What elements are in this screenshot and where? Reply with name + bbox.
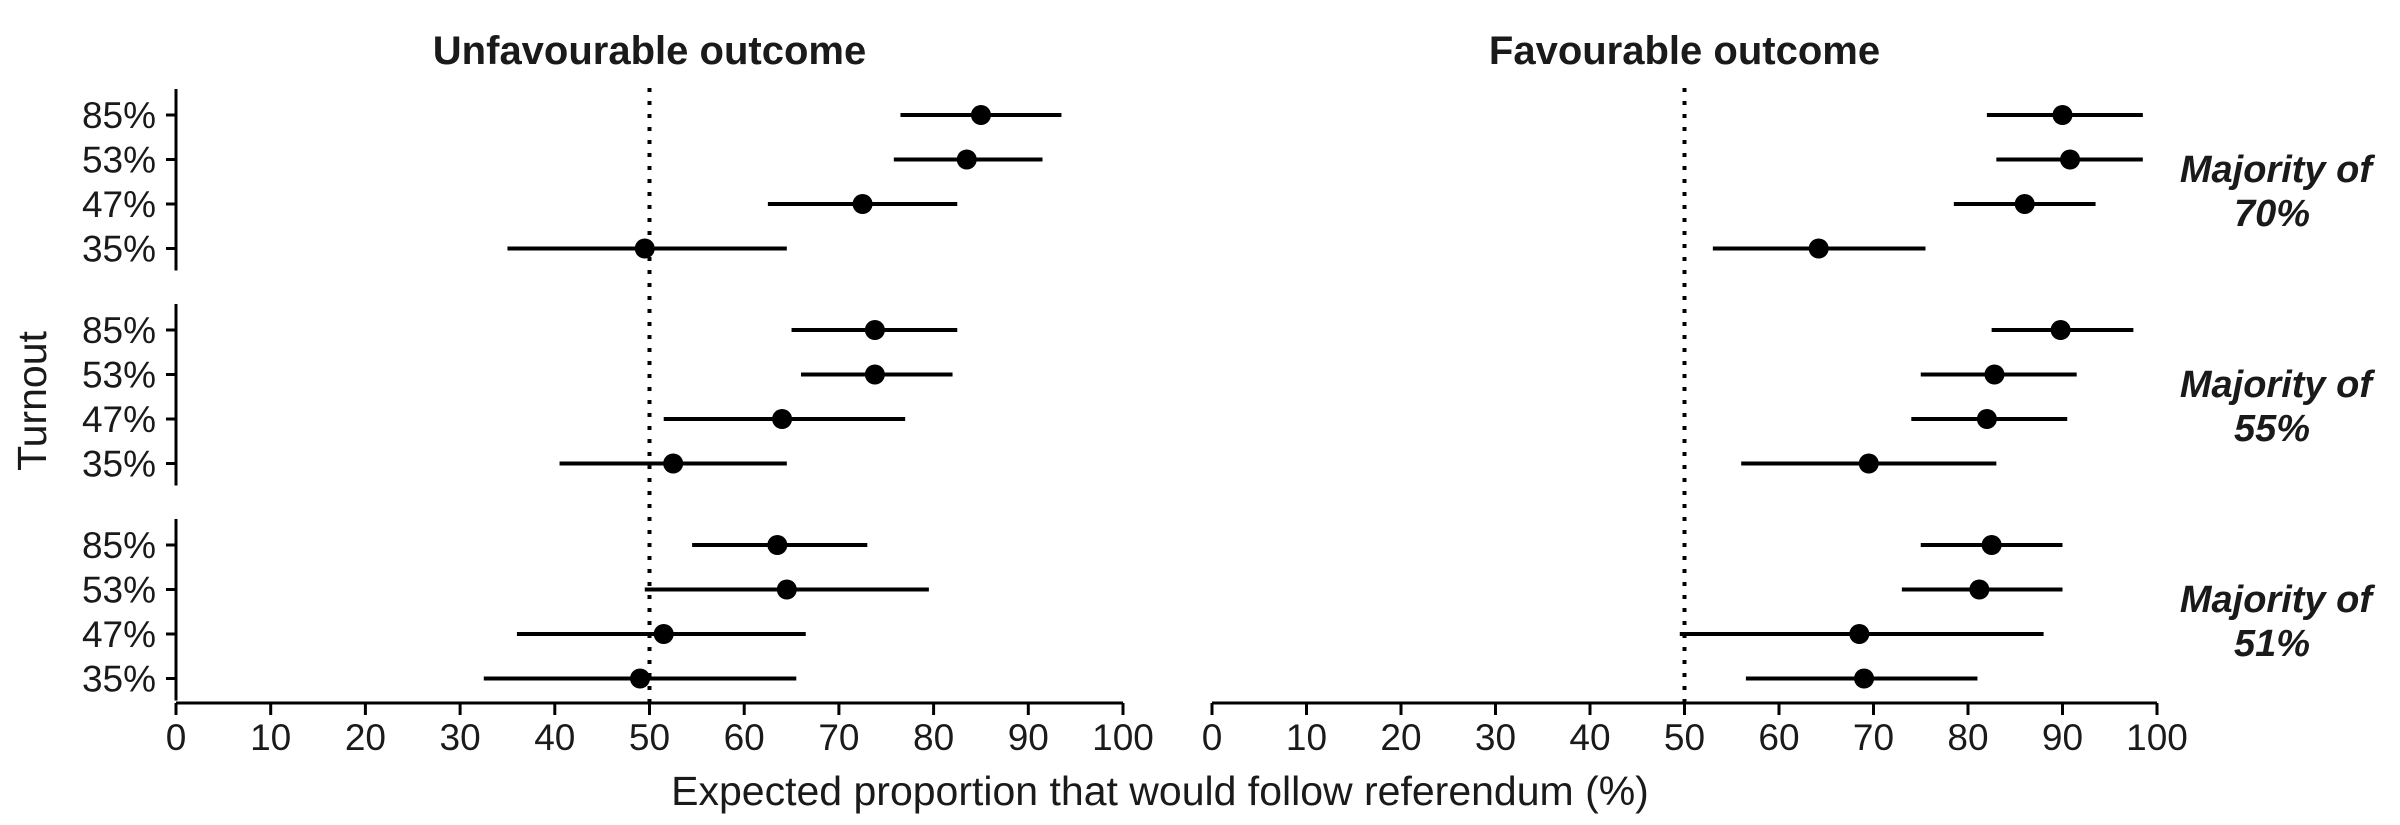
x-tick-label: 20 bbox=[345, 717, 386, 758]
point-estimate bbox=[772, 409, 793, 429]
y-axis-title: Turnout bbox=[9, 331, 55, 471]
x-tick-label: 30 bbox=[1475, 717, 1516, 758]
x-tick-label: 80 bbox=[1947, 717, 1988, 758]
point-estimate bbox=[852, 194, 873, 214]
x-tick-label: 10 bbox=[250, 717, 291, 758]
point-estimate bbox=[864, 320, 885, 340]
point-estimate bbox=[653, 624, 674, 644]
point-estimate bbox=[1981, 535, 2002, 555]
point-estimate bbox=[767, 535, 788, 555]
y-tick-label: 53% bbox=[82, 570, 156, 611]
point-estimate bbox=[956, 149, 977, 170]
row-label-line2-1: 55% bbox=[2234, 408, 2310, 450]
y-tick-label: 35% bbox=[82, 229, 156, 270]
y-tick-label: 47% bbox=[82, 614, 156, 655]
x-tick-label: 90 bbox=[1008, 717, 1049, 758]
facet-title-0: Unfavourable outcome bbox=[433, 29, 866, 73]
row-label-line1-1: Majority of bbox=[2180, 364, 2375, 406]
x-tick-label: 60 bbox=[1758, 717, 1799, 758]
x-tick-label: 50 bbox=[629, 717, 670, 758]
reference-lines bbox=[647, 88, 1687, 702]
x-tick-label: 50 bbox=[1664, 717, 1705, 758]
point-estimate bbox=[634, 238, 655, 259]
point-estimate bbox=[970, 105, 991, 125]
point-estimate bbox=[2014, 194, 2035, 214]
row-label-line1-0: Majority of bbox=[2180, 149, 2375, 191]
y-tick-label: 35% bbox=[82, 444, 156, 485]
facet-title-1: Favourable outcome bbox=[1489, 29, 1880, 73]
point-estimate bbox=[1858, 453, 1879, 474]
x-tick-label: 20 bbox=[1380, 717, 1421, 758]
y-tick-label: 53% bbox=[82, 140, 156, 181]
row-label-line2-0: 70% bbox=[2234, 193, 2310, 235]
data-marks bbox=[483, 105, 2143, 689]
point-estimate bbox=[1808, 238, 1829, 259]
point-estimate bbox=[776, 579, 797, 600]
point-estimate bbox=[1976, 409, 1997, 429]
point-estimate bbox=[1849, 624, 1870, 644]
x-tick-label: 70 bbox=[818, 717, 859, 758]
point-estimate bbox=[864, 364, 885, 385]
x-tick-label: 80 bbox=[913, 717, 954, 758]
y-tick-label: 85% bbox=[82, 95, 156, 136]
y-tick-label: 35% bbox=[82, 659, 156, 700]
row-label-line2-2: 51% bbox=[2234, 623, 2310, 665]
point-estimate bbox=[1969, 579, 1990, 600]
axes: 85%53%47%35%85%53%47%35%85%53%47%35%0 10 2… bbox=[82, 89, 2188, 758]
point-estimate bbox=[2052, 105, 2073, 125]
x-tick-label: 60 bbox=[724, 717, 765, 758]
x-tick-label: 0 bbox=[1202, 717, 1223, 758]
y-tick-label: 85% bbox=[82, 310, 156, 351]
y-tick-label: 85% bbox=[82, 525, 156, 566]
point-estimate bbox=[663, 453, 684, 474]
x-tick-label: 90 bbox=[2042, 717, 2083, 758]
x-tick-label: 70 bbox=[1853, 717, 1894, 758]
x-tick-label: 30 bbox=[440, 717, 481, 758]
x-tick-label: 40 bbox=[534, 717, 575, 758]
x-tick-label: 0 bbox=[166, 717, 187, 758]
y-tick-label: 53% bbox=[82, 355, 156, 396]
point-estimate bbox=[2050, 320, 2071, 340]
point-estimate bbox=[1854, 668, 1875, 689]
x-tick-label: 10 bbox=[1286, 717, 1327, 758]
point-estimate bbox=[2060, 149, 2081, 170]
row-label-line1-2: Majority of bbox=[2180, 579, 2375, 621]
point-estimate bbox=[1984, 364, 2005, 385]
x-tick-label: 100 bbox=[1092, 717, 1154, 758]
y-tick-label: 47% bbox=[82, 399, 156, 440]
point-estimate bbox=[630, 668, 651, 689]
facet-titles: Unfavourable outcome Favourable outcome bbox=[433, 29, 1880, 73]
x-axis-title: Expected proportion that would follow re… bbox=[671, 768, 1649, 814]
x-tick-label: 40 bbox=[1569, 717, 1610, 758]
x-tick-label: 100 bbox=[2126, 717, 2188, 758]
y-tick-label: 47% bbox=[82, 184, 156, 225]
